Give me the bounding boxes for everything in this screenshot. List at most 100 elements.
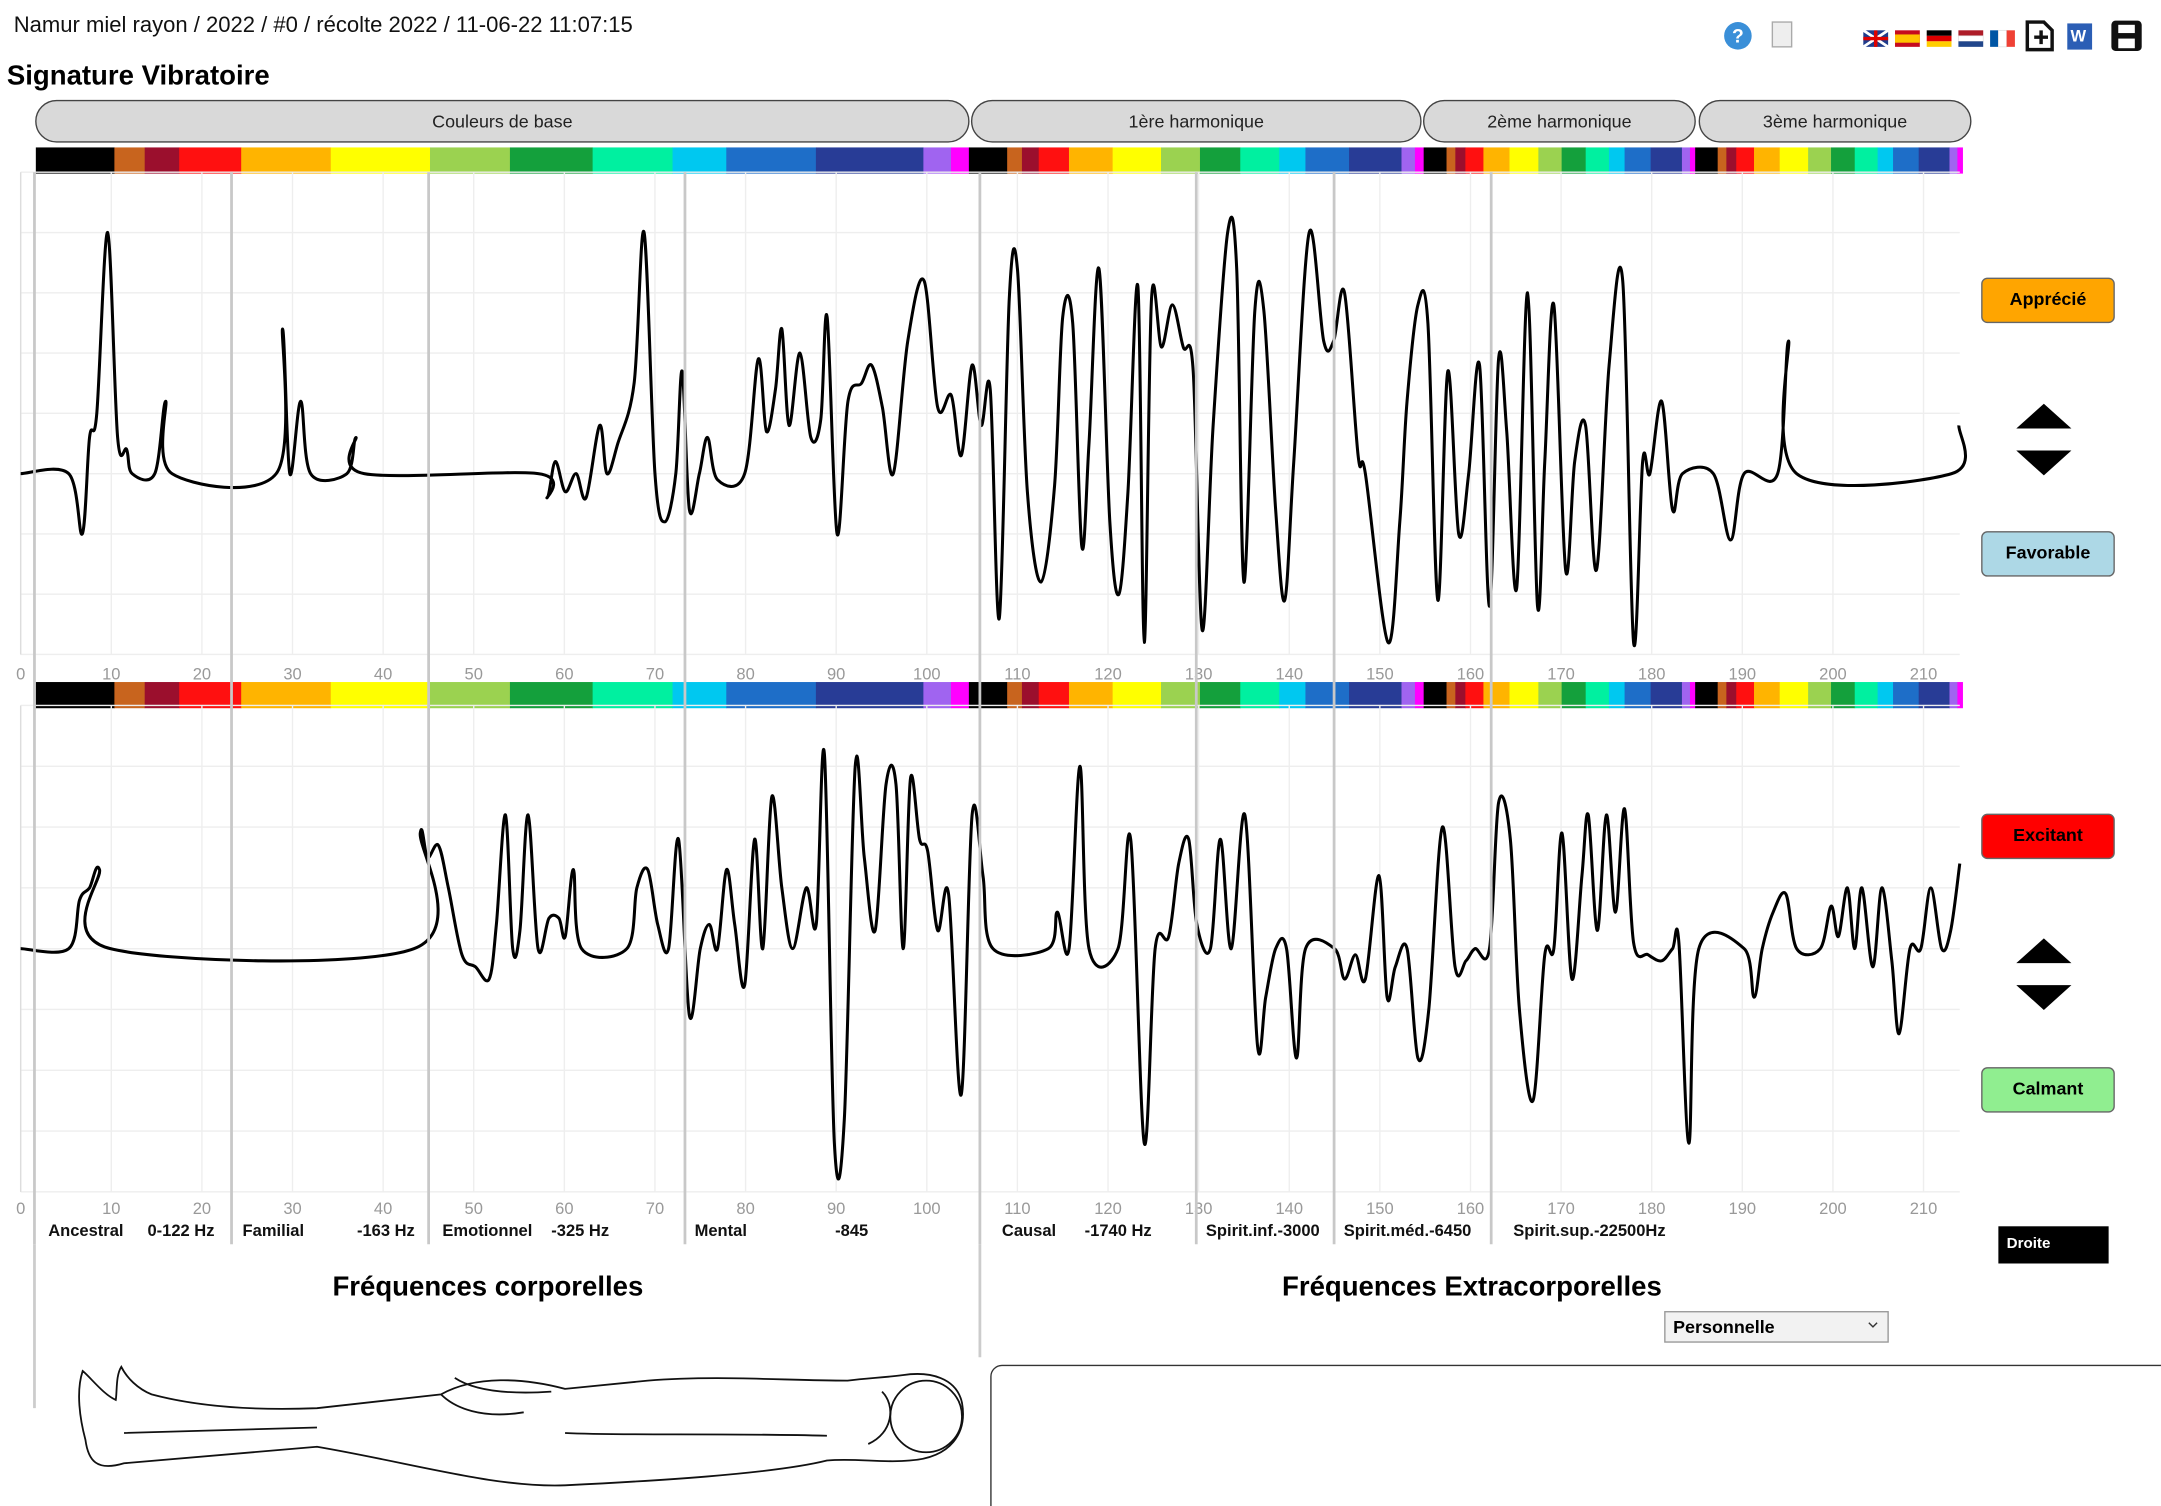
- color-cell: [1038, 147, 1070, 174]
- section-label: Causal: [1002, 1221, 1056, 1240]
- color-cell: [1483, 147, 1510, 174]
- color-cell: [509, 682, 594, 709]
- side-button[interactable]: [1981, 1067, 2115, 1113]
- color-cell: [1779, 682, 1809, 709]
- x-tick-label: 60: [555, 1199, 573, 1218]
- section-label: Spirit.sup.-22500Hz: [1513, 1221, 1665, 1240]
- section-label: -325 Hz: [551, 1221, 609, 1240]
- signal-line: [20, 748, 1962, 1181]
- color-cell: [1608, 682, 1626, 709]
- side-button-label: Favorable: [2006, 543, 2091, 563]
- side-button[interactable]: [1981, 277, 2115, 324]
- side-button[interactable]: [1998, 1226, 2109, 1264]
- tab[interactable]: [1422, 99, 1696, 143]
- color-cell: [429, 682, 511, 709]
- x-tick-label: 200: [1819, 665, 1847, 684]
- dropdown[interactable]: [1664, 1311, 1889, 1343]
- color-cell: [923, 147, 952, 174]
- flag-es-band: [1895, 34, 1920, 43]
- section-label: Spirit.inf.-3000: [1206, 1221, 1320, 1240]
- color-cell: [1538, 147, 1563, 174]
- color-cell: [1199, 147, 1241, 174]
- panel-title: Fréquences Extracorporelles: [1282, 1271, 1662, 1302]
- color-cell: [1695, 682, 1719, 709]
- dropdown-value: Personnelle: [1673, 1317, 1775, 1337]
- x-tick-label: 120: [1094, 665, 1122, 684]
- x-tick-label: 50: [465, 665, 483, 684]
- color-cell: [1068, 682, 1114, 709]
- x-tick-label: 160: [1457, 1199, 1485, 1218]
- color-cell: [1112, 147, 1162, 174]
- x-tick-label: 80: [736, 1199, 754, 1218]
- tab[interactable]: [35, 99, 970, 143]
- add-icon[interactable]: [2025, 20, 2054, 52]
- color-cell: [1112, 682, 1162, 709]
- save-icon-part: [2118, 24, 2135, 34]
- color-cell: [1021, 682, 1040, 709]
- tab-label: 3ème harmonique: [1763, 111, 1907, 131]
- color-cell: [672, 147, 727, 174]
- chart: 0 10 20 30 40 50 60 70 80 90 100 110 120 130 140 150 160…: [16, 171, 1967, 684]
- color-cell: [330, 682, 431, 709]
- x-tick-label: 60: [555, 665, 573, 684]
- x-tick-label: 200: [1819, 1199, 1847, 1218]
- x-tick-label: 30: [283, 1199, 301, 1218]
- word-icon[interactable]: [2067, 23, 2093, 50]
- color-cell: [330, 147, 431, 174]
- x-tick-label: 90: [827, 665, 845, 684]
- color-cell: [1160, 682, 1201, 709]
- x-tick-label: 190: [1729, 1199, 1757, 1218]
- arrows-bottom[interactable]: [2016, 938, 2072, 1010]
- arrows-top[interactable]: [2016, 403, 2072, 476]
- flag-nl[interactable]: [1958, 30, 1984, 36]
- x-tick-label: 120: [1094, 1199, 1122, 1218]
- side-button[interactable]: [1981, 813, 2115, 860]
- color-cell: [1754, 147, 1781, 174]
- x-tick-label: 210: [1910, 665, 1938, 684]
- color-cell: [1893, 147, 1920, 174]
- x-tick-label: 110: [1004, 665, 1030, 684]
- color-cell: [1199, 682, 1241, 709]
- side-button[interactable]: [1981, 531, 2115, 577]
- color-cell: [1455, 147, 1466, 174]
- x-tick-label: 140: [1275, 665, 1303, 684]
- color-cell: [923, 682, 952, 709]
- color-cell: [1465, 147, 1484, 174]
- tab[interactable]: [970, 99, 1422, 143]
- x-tick-label: 20: [193, 1199, 211, 1218]
- toolbar: ? W: [1724, 20, 2142, 52]
- color-cell: [1877, 147, 1894, 174]
- tab[interactable]: [1698, 99, 1972, 143]
- color-cell: [1401, 682, 1416, 709]
- color-cell: [1695, 147, 1719, 174]
- x-tick-label: 100: [913, 1199, 941, 1218]
- color-cell: [1538, 682, 1563, 709]
- color-cell: [1717, 147, 1727, 174]
- x-tick-label: 0: [16, 665, 25, 684]
- section-title: Signature Vibratoire: [7, 59, 270, 90]
- body-figure: [78, 1365, 964, 1487]
- color-cell: [1585, 682, 1610, 709]
- color-cell: [1957, 682, 1963, 709]
- x-tick-label: 110: [1004, 1199, 1030, 1218]
- x-tick-label: 80: [736, 665, 754, 684]
- color-cell: [1414, 682, 1425, 709]
- flag-fr-band: [1998, 29, 2007, 48]
- flag-de[interactable]: [1926, 30, 1952, 36]
- x-tick-label: 130: [1185, 1199, 1213, 1218]
- color-cell: [1585, 147, 1610, 174]
- color-cell: [1736, 147, 1755, 174]
- tab-label: 1ère harmonique: [1129, 111, 1264, 131]
- side-button-label: Calmant: [2013, 1079, 2084, 1099]
- help-icon[interactable]: [1724, 22, 1752, 50]
- section-label: -163 Hz: [357, 1221, 415, 1240]
- copy-icon[interactable]: [1771, 21, 1793, 48]
- color-cell: [1754, 682, 1781, 709]
- color-cell: [179, 147, 242, 174]
- x-tick-label: 40: [374, 665, 392, 684]
- color-cell: [241, 147, 332, 174]
- x-tick-label: 90: [827, 1199, 845, 1218]
- flag-fr[interactable]: [1990, 30, 1999, 47]
- x-tick-label: 190: [1729, 665, 1757, 684]
